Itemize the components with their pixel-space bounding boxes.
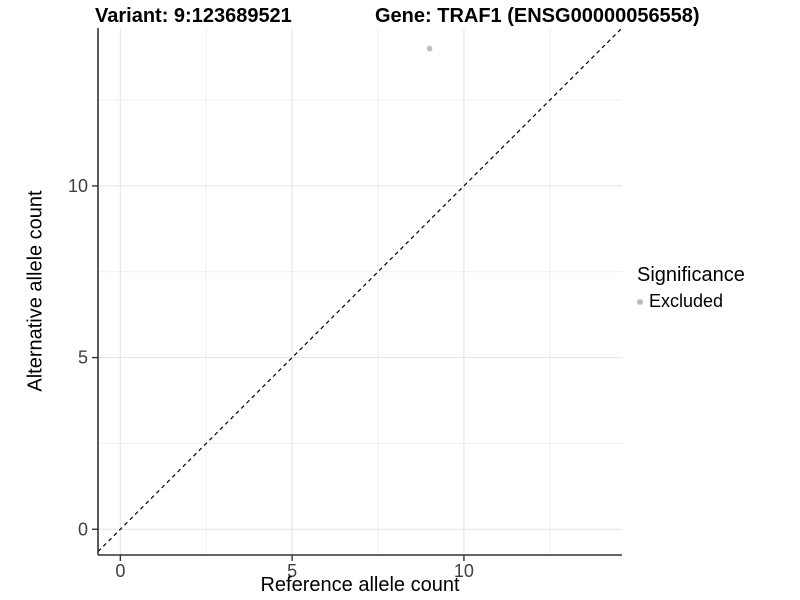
- legend-item-excluded: Excluded: [637, 291, 745, 312]
- y-tick-label: 10: [68, 176, 88, 196]
- legend-item-label: Excluded: [649, 291, 724, 311]
- x-tick-label: 10: [454, 561, 474, 581]
- x-tick-label: 0: [115, 561, 125, 581]
- x-tick-label: 5: [287, 561, 297, 581]
- legend-title: Significance: [637, 264, 745, 286]
- y-tick-label: 0: [78, 519, 88, 539]
- identity-reference-line: [97, 27, 623, 552]
- data-point: [426, 45, 433, 52]
- gene-title: Gene: TRAF1 (ENSG00000056558): [375, 5, 700, 27]
- legend-point-circle-icon: [637, 298, 643, 305]
- y-axis-label: Alternative allele count: [24, 190, 47, 392]
- variant-title: Variant: 9:123689521: [95, 5, 292, 27]
- x-axis-label: Reference allele count: [260, 574, 460, 596]
- y-tick-label: 5: [78, 348, 88, 368]
- legend: Significance Excluded: [637, 264, 745, 312]
